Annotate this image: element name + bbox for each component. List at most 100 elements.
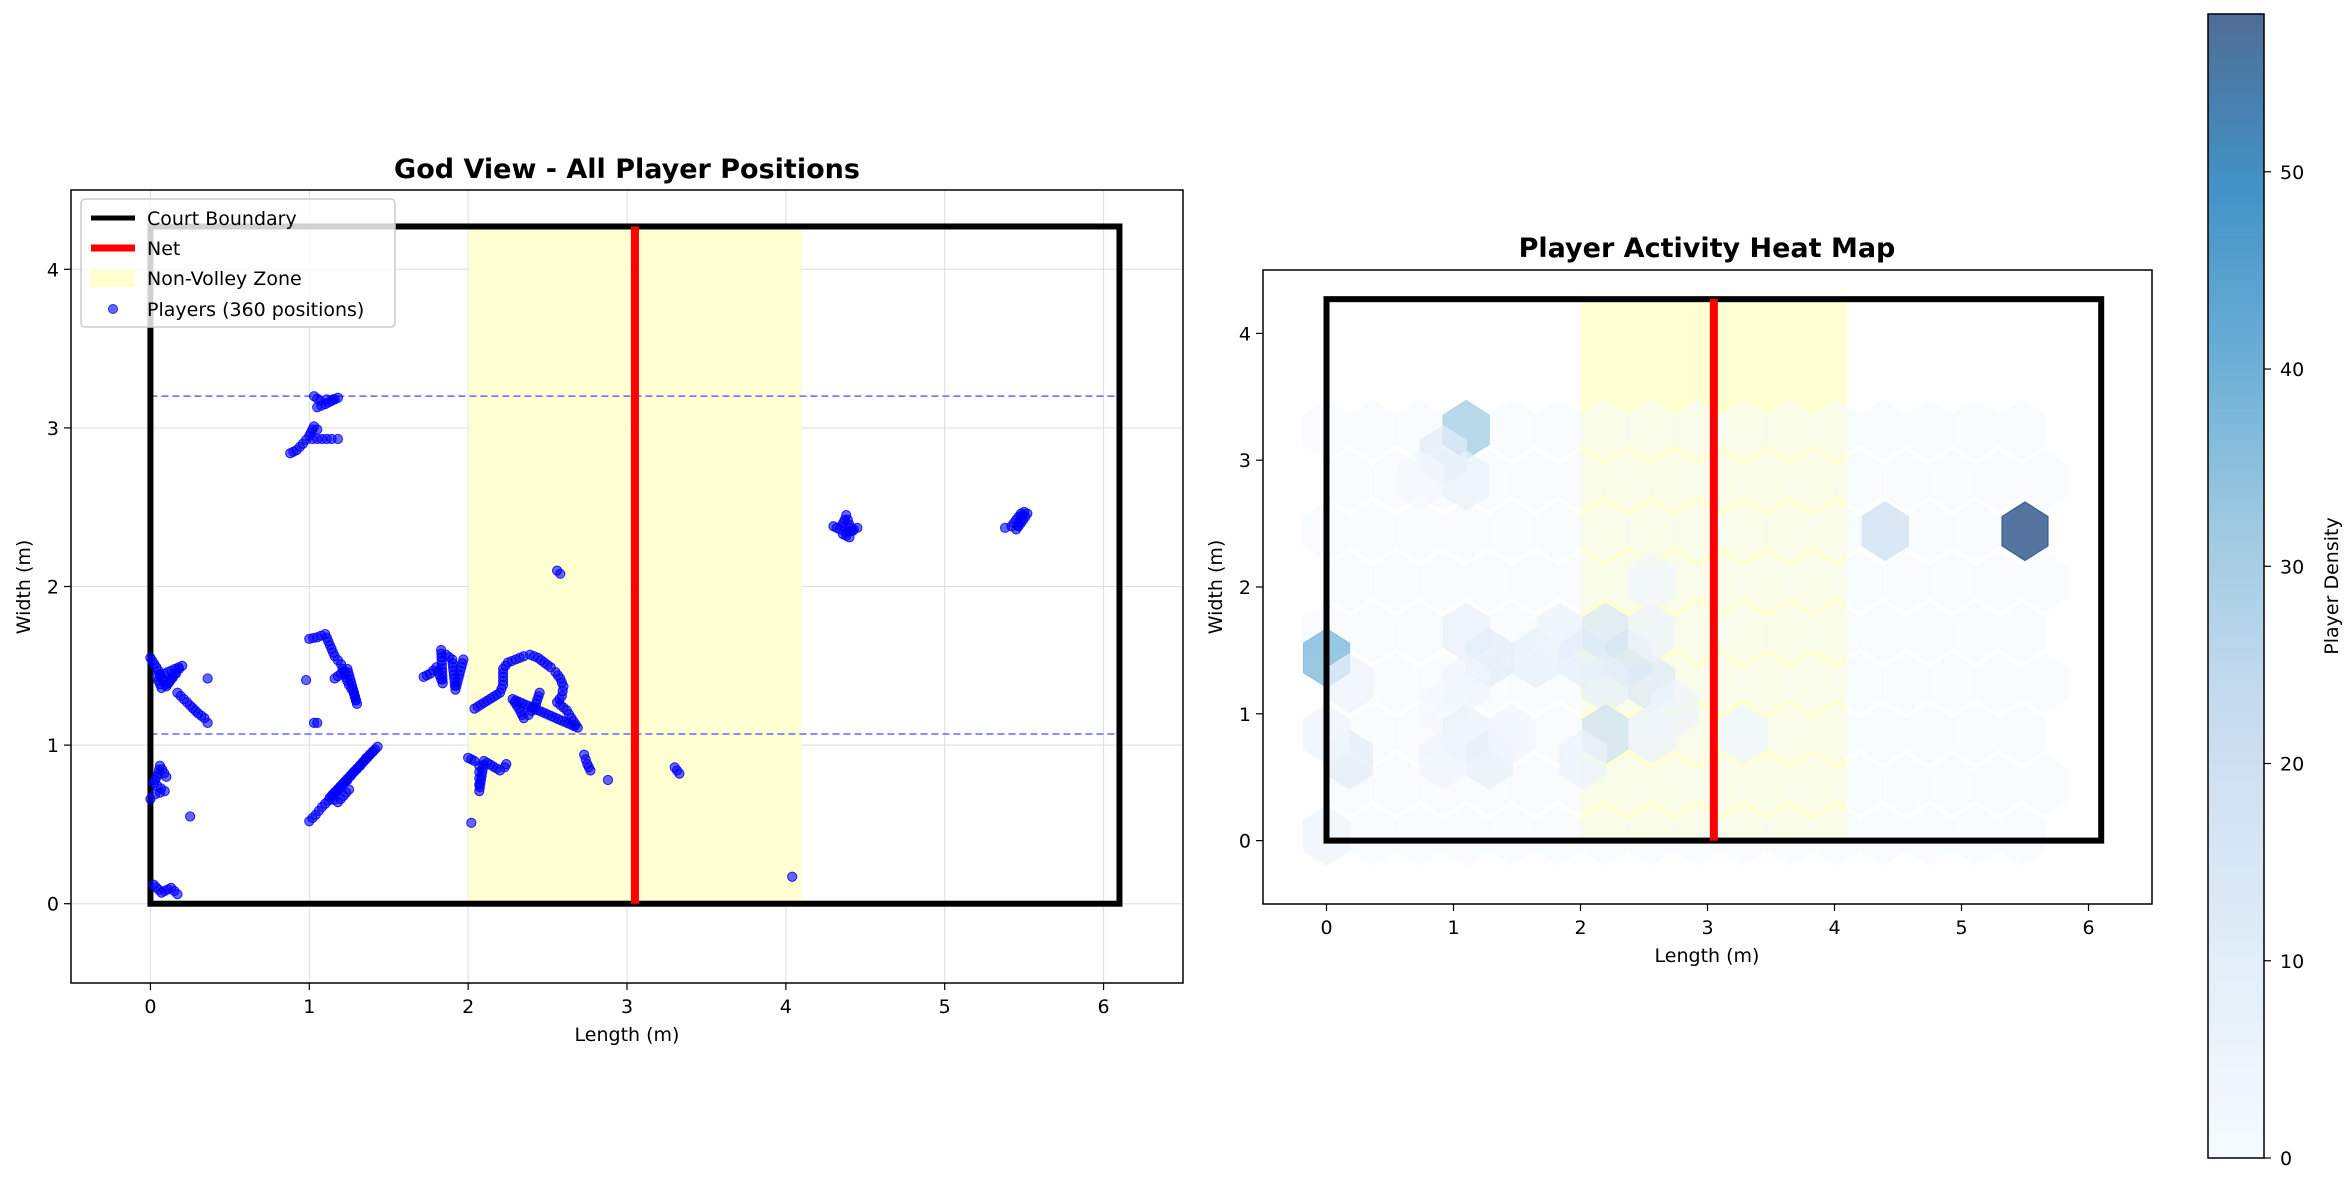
colorbar-ticks: 0 10 20 30 40 50 xyxy=(2264,162,2304,1170)
hexbin-background xyxy=(1859,399,1907,460)
heatmap-y-tick-label: 3 xyxy=(1239,450,1251,472)
scatter-x-tick-label: 2 xyxy=(462,996,474,1018)
colorbar-label: Player Density xyxy=(2321,517,2343,654)
hexbin-background xyxy=(1882,653,1930,714)
hexbin-background xyxy=(1395,602,1443,663)
scatter-legend: Court Boundary Net Non-Volley Zone Playe… xyxy=(80,198,396,328)
colorbar: 0 10 20 30 40 50 Player Density xyxy=(2207,13,2343,1170)
hexbin-background xyxy=(1951,805,2000,866)
hexbin-cell xyxy=(1396,450,1445,511)
legend-player-swatch xyxy=(108,304,118,314)
player-point xyxy=(202,717,213,728)
hexbin-background xyxy=(1418,551,1466,612)
heatmap-x-tick-label: 0 xyxy=(1320,917,1332,939)
hexbin-background xyxy=(1395,805,1443,866)
player-point xyxy=(501,759,512,770)
hexbin-background xyxy=(1488,501,1536,562)
hexbin-background xyxy=(1905,704,1953,765)
hexbin-background xyxy=(1975,653,2023,714)
hexbin-background xyxy=(1905,501,1953,562)
scatter-points-layer xyxy=(145,391,1033,900)
hexbin-cell xyxy=(1650,678,1699,739)
scatter-y-ticks: 0 1 2 3 4 xyxy=(47,259,71,916)
hexbin-background xyxy=(1951,602,2000,663)
heatmap-y-tick-label: 2 xyxy=(1239,577,1251,599)
hexbin-background xyxy=(1975,450,2023,511)
hexbin-background xyxy=(1372,551,1420,612)
legend-court-label: Court Boundary xyxy=(147,208,297,230)
scatter-x-tick-label: 5 xyxy=(939,996,951,1018)
hexbin-background xyxy=(1442,805,1490,866)
hexbin-background xyxy=(1395,501,1443,562)
hexbin-background xyxy=(1928,450,1976,511)
player-point xyxy=(301,674,312,686)
heatmap-y-ticks: 0 1 2 3 4 xyxy=(1239,323,1263,853)
heatmap-x-tick-label: 4 xyxy=(1828,917,1840,939)
player-point xyxy=(343,784,355,795)
hexbin-background xyxy=(1905,805,1953,866)
hexbin-background xyxy=(1349,805,1397,866)
heatmap-x-tick-label: 1 xyxy=(1447,917,1459,939)
hexbin-background xyxy=(1859,805,1907,866)
hexbin-background xyxy=(1349,399,1397,460)
scatter-x-tick-label: 3 xyxy=(621,996,633,1018)
player-point xyxy=(312,717,323,728)
hexbin-background xyxy=(2021,450,2069,511)
player-point xyxy=(585,765,596,776)
hexbin-background xyxy=(1998,399,2046,460)
player-point xyxy=(170,668,181,679)
player-point xyxy=(332,433,343,445)
scatter-y-tick-label: 4 xyxy=(47,259,59,281)
player-point xyxy=(329,673,340,684)
player-point xyxy=(1022,508,1033,519)
hexbin-background xyxy=(1882,450,1930,511)
heatmap-x-tick-label: 5 xyxy=(1955,917,1967,939)
colorbar-tick-label: 30 xyxy=(2280,556,2304,578)
hexbin-cell xyxy=(1861,501,1909,562)
hexbin-background xyxy=(1372,754,1420,815)
player-point xyxy=(844,532,855,543)
hexbin-cell xyxy=(2001,501,2049,562)
player-point xyxy=(458,654,469,665)
scatter-y-label: Width (m) xyxy=(13,540,35,635)
hexbin-background xyxy=(1326,551,1374,612)
hexbin-background xyxy=(1349,602,1397,663)
player-point xyxy=(312,402,323,413)
hexbin-background xyxy=(1534,501,1582,562)
heatmap-x-tick-label: 3 xyxy=(1701,917,1713,939)
hexbin-background xyxy=(1905,602,1953,663)
scatter-y-tick-label: 0 xyxy=(47,894,59,916)
heatmap-y-tick-label: 4 xyxy=(1239,323,1251,345)
hexbin-background xyxy=(1511,450,1559,511)
heatmap-hexbin-layer xyxy=(1302,399,2069,866)
heatmap-panel: Player Activity Heat Map 0 1 2 3 4 5 6 0 1 2 3 4 L… xyxy=(1205,233,2153,967)
player-point xyxy=(555,568,566,579)
heatmap-x-tick-label: 2 xyxy=(1574,917,1586,939)
hexbin-cell xyxy=(1628,551,1676,612)
hexbin-background xyxy=(1905,399,1953,460)
player-point xyxy=(202,673,213,684)
hexbin-background xyxy=(1928,754,1976,815)
hexbin-background xyxy=(1534,399,1582,460)
colorbar-tick-label: 0 xyxy=(2280,1148,2292,1170)
hexbin-background xyxy=(1488,399,1536,460)
hexbin-background xyxy=(1882,754,1930,815)
hexbin-cell xyxy=(1628,602,1676,663)
colorbar-tick-label: 40 xyxy=(2280,359,2304,381)
hexbin-background xyxy=(1882,551,1930,612)
player-point xyxy=(787,871,798,882)
hexbin-background xyxy=(1488,805,1536,866)
hexbin-background xyxy=(2021,754,2069,815)
heatmap-y-label: Width (m) xyxy=(1205,540,1227,635)
scatter-y-tick-label: 3 xyxy=(47,418,59,440)
colorbar-tick-label: 50 xyxy=(2280,162,2304,184)
hexbin-background xyxy=(1951,399,2000,460)
hexbin-cell xyxy=(1719,704,1767,765)
scatter-x-tick-label: 6 xyxy=(1098,996,1110,1018)
hexbin-background xyxy=(1465,551,1513,612)
hexbin-background xyxy=(1928,551,1976,612)
player-point xyxy=(172,889,183,900)
player-point xyxy=(534,687,545,698)
hexbin-background xyxy=(1951,501,2000,562)
hexbin-background xyxy=(1372,653,1420,714)
